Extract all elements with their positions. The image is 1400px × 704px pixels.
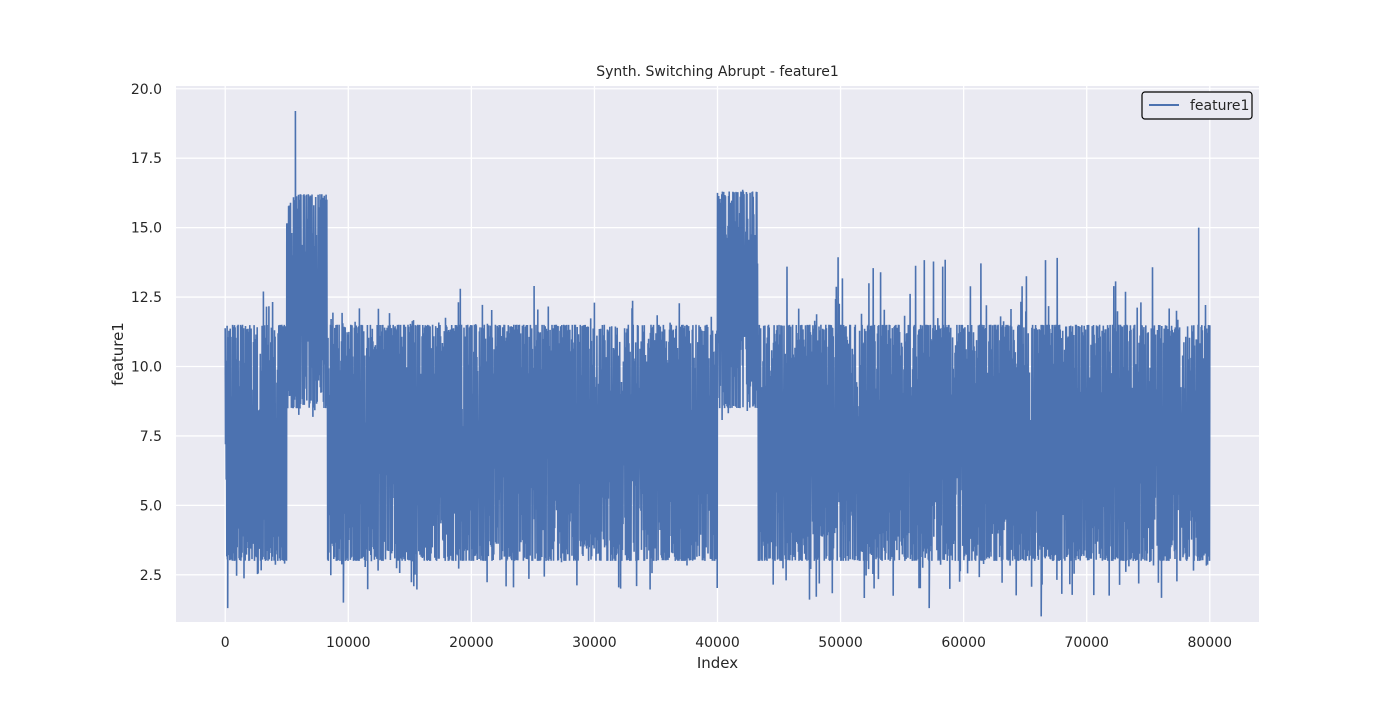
legend-box: [1141, 91, 1253, 120]
axes: 0 10000 20000 30000 40000 50000 60000 70000 8000…: [131, 82, 1232, 651]
y-tick-label: 2.5: [140, 568, 162, 584]
x-tick-label: 70000: [1064, 635, 1109, 651]
x-tick-label: 30000: [572, 635, 617, 651]
x-tick-label: 50000: [818, 635, 863, 651]
y-tick-label: 10.0: [131, 359, 162, 375]
chart-title: Synth. Switching Abrupt - feature1: [596, 64, 839, 80]
x-tick-label: 20000: [449, 635, 494, 651]
x-tick-label: 40000: [695, 635, 740, 651]
y-tick-label: 12.5: [131, 290, 162, 306]
y-tick-label: 15.0: [131, 221, 162, 237]
x-axis-label: Index: [697, 654, 738, 672]
y-tick-label: 7.5: [140, 429, 162, 445]
series-feature1: [224, 110, 1211, 617]
x-tick-label: 60000: [941, 635, 986, 651]
x-tick-label: 10000: [326, 635, 371, 651]
y-axis-label: feature1: [109, 322, 127, 386]
y-tick-label: 5.0: [140, 498, 162, 514]
x-tick-label: 80000: [1187, 635, 1232, 651]
y-tick-label: 20.0: [131, 82, 162, 98]
y-tick-label: 17.5: [131, 151, 162, 167]
x-tick-label: 0: [221, 635, 230, 651]
legend-label-feature1: feature1: [1190, 98, 1249, 114]
series-line-feature1: [224, 110, 1211, 617]
legend: feature1: [1141, 91, 1253, 120]
